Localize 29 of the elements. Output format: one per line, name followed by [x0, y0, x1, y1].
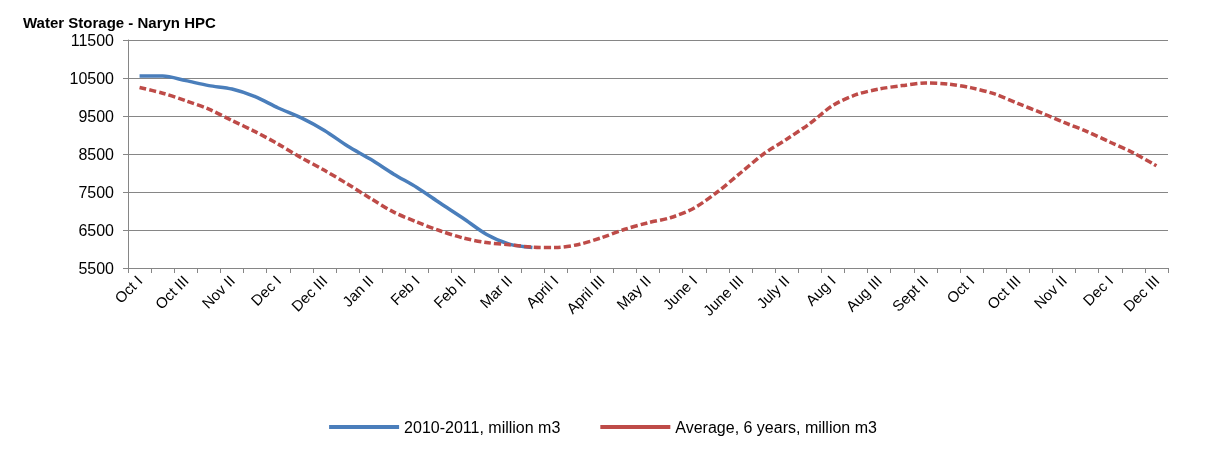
x-tick-label: Oct I: [943, 271, 978, 307]
y-tick-label: 5500: [78, 259, 115, 277]
x-tick-label: Oct III: [983, 271, 1024, 313]
y-tick-label: 11500: [70, 31, 115, 49]
x-tick-label: May II: [613, 271, 655, 313]
y-tick-label: 7500: [78, 183, 115, 201]
x-tick-label: Mar II: [476, 271, 516, 312]
x-tick-label: Dec I: [1079, 271, 1117, 309]
x-tick-label: Dec I: [247, 271, 285, 309]
y-tick-label: 9500: [78, 107, 115, 125]
y-tick-label: 6500: [78, 221, 115, 239]
x-tick-label: Feb II: [430, 271, 470, 312]
line-series: [137, 74, 535, 250]
x-tick-label: Feb I: [386, 271, 423, 309]
legend-label: 2010-2011, million m3: [404, 418, 561, 436]
x-tick-label: Jan II: [338, 271, 377, 310]
x-tick-label: Nov II: [198, 271, 239, 312]
x-tick-label: Oct III: [151, 271, 192, 313]
x-tick-label: Dec III: [287, 271, 331, 315]
x-tick-label: Aug I: [802, 271, 839, 309]
x-tick-label: July II: [752, 271, 793, 312]
line-series: [137, 81, 1159, 250]
x-tick-label: Dec III: [1119, 271, 1163, 315]
chart-title: Water Storage - Naryn HPC: [23, 14, 216, 31]
legend-label: Average, 6 years, million m3: [675, 418, 877, 436]
x-tick-label: Nov II: [1030, 271, 1071, 312]
y-tick-label: 10500: [69, 69, 115, 87]
x-tick-label: Aug III: [842, 271, 886, 315]
y-tick-label: 8500: [78, 145, 115, 163]
